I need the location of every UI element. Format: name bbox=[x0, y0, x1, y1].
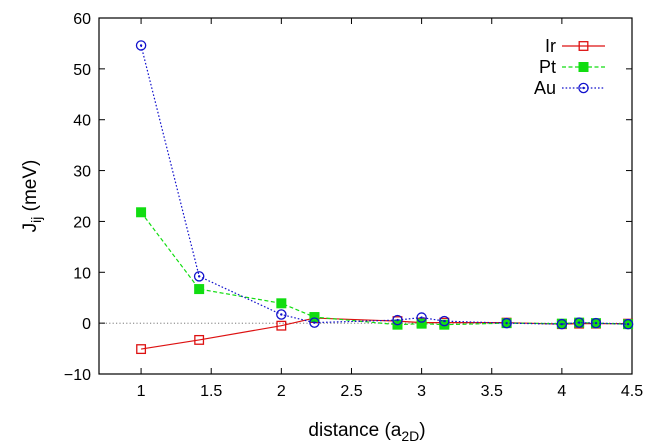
data-point-center bbox=[420, 316, 423, 319]
data-point bbox=[573, 317, 585, 328]
data-point bbox=[439, 315, 450, 327]
series-layer bbox=[135, 40, 634, 355]
data-point bbox=[194, 334, 205, 345]
data-point bbox=[136, 207, 147, 218]
legend-label: Ir bbox=[545, 36, 556, 56]
y-tick-label: 0 bbox=[82, 316, 91, 333]
data-point bbox=[501, 317, 512, 329]
data-point-center bbox=[280, 313, 283, 316]
data-point bbox=[276, 309, 287, 320]
data-point bbox=[556, 318, 568, 330]
x-tick-label: 3.5 bbox=[481, 383, 503, 400]
data-point-center bbox=[139, 44, 143, 47]
plot-frame bbox=[98, 17, 633, 375]
legend-item-pt: Pt bbox=[539, 57, 605, 77]
data-point bbox=[276, 298, 287, 309]
x-tick-label: 2.5 bbox=[340, 383, 362, 400]
data-point-center bbox=[577, 321, 581, 324]
series-pt bbox=[136, 207, 634, 330]
data-point-center bbox=[626, 322, 630, 326]
y-tick-label: 30 bbox=[73, 164, 91, 181]
data-point-center bbox=[594, 321, 598, 325]
data-point-center bbox=[197, 275, 201, 278]
x-axis-title: distance (a2D) bbox=[308, 420, 425, 444]
x-tick-label: 4 bbox=[557, 383, 566, 400]
x-tick-label: 1 bbox=[137, 383, 146, 400]
x-tick-label: 4.5 bbox=[621, 383, 643, 400]
y-tick-label: −10 bbox=[64, 367, 91, 384]
series-line bbox=[140, 211, 629, 326]
data-point-center bbox=[396, 318, 399, 322]
legend-marker-center bbox=[582, 86, 585, 90]
y-axis-title: Jij (meV) bbox=[20, 160, 44, 233]
legend-marker bbox=[578, 41, 589, 51]
x-tick-label: 1.5 bbox=[200, 383, 222, 400]
data-point-center bbox=[505, 321, 508, 325]
data-point bbox=[136, 344, 147, 355]
data-point-center bbox=[560, 322, 564, 326]
x-tick-label: 3 bbox=[417, 383, 426, 400]
legend-marker bbox=[578, 82, 589, 94]
data-point-center bbox=[313, 321, 316, 324]
x-axis-ticks: 1 1.5 2 2.5 3 3.5 4 4.5 bbox=[137, 18, 643, 400]
legend-marker bbox=[578, 62, 589, 72]
legend-item-ir: Ir bbox=[545, 36, 605, 56]
y-tick-label: 60 bbox=[73, 11, 91, 28]
series-line bbox=[140, 45, 629, 325]
data-point bbox=[416, 318, 427, 329]
series-au bbox=[135, 40, 634, 330]
y-tick-label: 50 bbox=[73, 62, 91, 79]
data-point-center bbox=[443, 319, 446, 323]
data-point bbox=[276, 320, 287, 331]
legend-label: Au bbox=[534, 78, 556, 98]
x-tick-label: 2 bbox=[277, 383, 286, 400]
legend-item-au: Au bbox=[534, 78, 605, 98]
y-tick-label: 10 bbox=[73, 265, 91, 282]
data-point bbox=[193, 271, 205, 282]
y-tick-label: 20 bbox=[73, 214, 91, 231]
data-point bbox=[309, 317, 320, 328]
y-tick-label: 40 bbox=[73, 113, 91, 130]
data-point bbox=[392, 314, 403, 326]
data-point bbox=[590, 317, 602, 329]
data-point bbox=[416, 312, 427, 323]
data-point bbox=[194, 284, 205, 295]
legend-label: Pt bbox=[539, 57, 556, 77]
data-point bbox=[622, 318, 634, 330]
data-point bbox=[135, 40, 147, 51]
